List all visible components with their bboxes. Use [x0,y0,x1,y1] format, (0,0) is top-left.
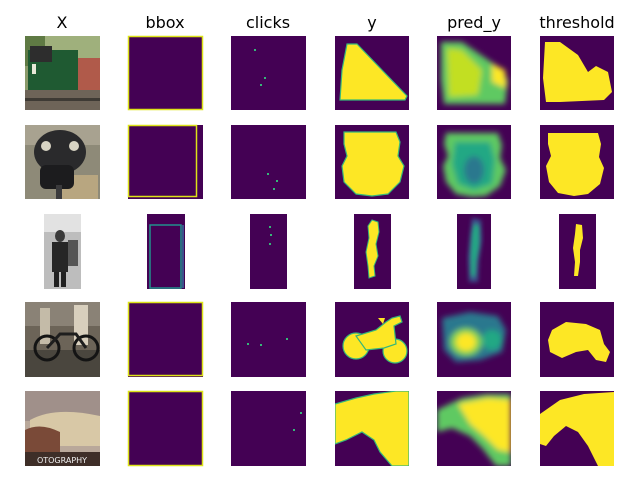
row-2-bbox [147,214,185,289]
click-dot [269,226,271,228]
row-3 [25,301,614,377]
row-3-bbox [127,301,204,377]
row-4: OTOGRAPHY [25,390,614,467]
row-4-y [335,391,409,466]
row-0-pred-y [437,36,511,110]
row-3-image [25,302,100,377]
col-title-y: y [367,13,376,32]
row-1-y [335,125,409,199]
row-2-y [354,214,391,289]
click-dot [286,338,288,340]
row-2-image [44,214,81,289]
click-dot [254,49,256,51]
col-title-threshold: threshold [539,13,614,32]
col-title-pred-y: pred_y [447,13,501,33]
row-3-clicks [231,302,306,377]
row-0-image [25,36,100,110]
row-4-bbox [127,390,204,467]
col-title-x: X [57,13,68,32]
row-4-image: OTOGRAPHY [25,391,100,466]
row-1-threshold [540,125,614,199]
click-dot [270,234,272,236]
click-dot [247,343,249,345]
row-0-bbox [127,35,204,111]
row-1 [25,124,614,199]
click-dot [300,412,302,414]
click-dot [260,344,262,346]
row-2-clicks [250,214,287,289]
click-dot [269,243,271,245]
row-0-threshold [540,36,614,110]
click-dot [273,188,275,190]
row-0 [25,35,614,111]
row-1-bbox [127,124,203,199]
row-1-image [25,125,100,199]
click-dot [276,180,278,182]
row-2-threshold [559,214,596,289]
row-2 [44,214,596,289]
click-dot [293,429,295,431]
click-dot [264,77,266,79]
row-4-threshold [540,391,614,466]
col-title-clicks: clicks [246,13,290,32]
watermark-text: OTOGRAPHY [37,456,87,465]
click-dot [267,173,269,175]
row-0-y [335,36,409,110]
row-2-pred-y [457,214,491,289]
row-3-threshold [540,302,614,377]
row-1-clicks [231,125,306,199]
row-0-clicks [231,36,306,110]
col-title-bbox: bbox [145,13,184,32]
row-3-y [335,302,409,377]
row-3-pred-y [437,302,511,377]
row-1-pred-y [437,125,511,199]
click-dot [260,84,262,86]
row-4-clicks [231,391,306,466]
row-4-pred-y [437,391,511,466]
